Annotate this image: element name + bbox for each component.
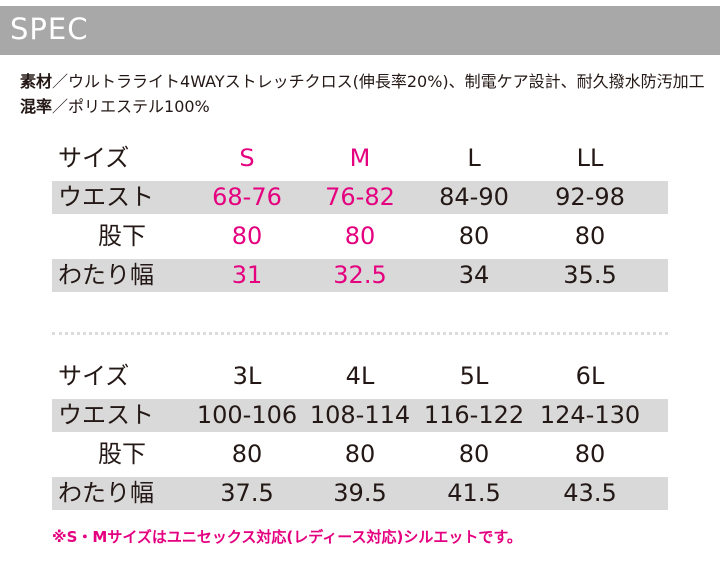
header-size-6l: 6L (575, 362, 605, 390)
table-cell: 92-98 (555, 183, 625, 211)
table-cell: 80 (344, 222, 376, 250)
material-label: 素材 (20, 72, 53, 91)
table-cell: 76-82 (325, 183, 395, 211)
table-cell: 32.5 (333, 261, 387, 289)
blend-value: ／ポリエステル100% (52, 97, 210, 116)
table-cell: 80 (344, 440, 376, 468)
table-row-inseam: 股下 80 80 80 80 (52, 220, 668, 253)
header-size-3l: 3L (232, 362, 262, 390)
table-cell: 37.5 (220, 479, 274, 507)
table-cell: 80 (231, 222, 263, 250)
header-size-label: サイズ (58, 362, 130, 390)
table-cell: 124-130 (539, 401, 641, 429)
table-cell: 68-76 (212, 183, 282, 211)
table-cell: 39.5 (333, 479, 387, 507)
table-cell: 116-122 (423, 401, 525, 429)
table-row-thigh: わたり幅 37.5 39.5 41.5 43.5 (52, 477, 668, 510)
header-size-ll: LL (576, 144, 604, 172)
row-label-waist: ウエスト (58, 401, 154, 429)
table-cell: 100-106 (196, 401, 298, 429)
material-value: ／ウルトラライト4WAYストレッチクロス(伸長率20%)、制電ケア設計、耐久撥水… (52, 72, 705, 91)
blend-label: 混率 (20, 97, 53, 116)
header-size-5l: 5L (459, 362, 489, 390)
table-cell: 34 (458, 261, 490, 289)
header-size-s: S (239, 144, 255, 172)
table-row-inseam: 股下 80 80 80 80 (52, 438, 668, 471)
table-row-waist: ウエスト 100-106 108-114 116-122 124-130 (52, 399, 668, 432)
row-label-inseam: 股下 (98, 222, 146, 250)
row-label-thigh: わたり幅 (58, 261, 154, 289)
table-cell: 80 (458, 440, 490, 468)
size-table-large: サイズ 3L 4L 5L 6L ウエスト 100-106 108-114 116… (52, 360, 668, 516)
header-size-l: L (467, 144, 481, 172)
header-size-m: M (349, 144, 371, 172)
table-cell: 35.5 (563, 261, 617, 289)
spec-header-bar: SPEC (0, 6, 720, 55)
row-label-thigh: わたり幅 (58, 479, 154, 507)
table-header-row: サイズ 3L 4L 5L 6L (52, 360, 668, 393)
table-cell: 43.5 (563, 479, 617, 507)
unisex-note: ※S・Mサイズはユニセックス対応(レディース対応)シルエットです。 (52, 528, 522, 546)
size-table-small: サイズ S M L LL ウエスト 68-76 76-82 84-90 92-9… (52, 142, 668, 298)
table-cell: 31 (231, 261, 263, 289)
table-cell: 80 (574, 440, 606, 468)
table-cell: 108-114 (309, 401, 411, 429)
table-cell: 41.5 (447, 479, 501, 507)
spec-title: SPEC (10, 12, 89, 46)
table-row-waist: ウエスト 68-76 76-82 84-90 92-98 (52, 181, 668, 214)
header-size-4l: 4L (345, 362, 375, 390)
table-cell: 80 (458, 222, 490, 250)
row-label-waist: ウエスト (58, 183, 154, 211)
dotted-divider (52, 332, 668, 335)
table-cell: 80 (574, 222, 606, 250)
header-size-label: サイズ (58, 144, 130, 172)
table-header-row: サイズ S M L LL (52, 142, 668, 175)
table-cell: 84-90 (439, 183, 509, 211)
table-row-thigh: わたり幅 31 32.5 34 35.5 (52, 259, 668, 292)
material-line: 素材／ウルトラライト4WAYストレッチクロス(伸長率20%)、制電ケア設計、耐久… (20, 68, 705, 92)
row-label-inseam: 股下 (98, 440, 146, 468)
blend-line: 混率／ポリエステル100% (20, 93, 210, 117)
table-cell: 80 (231, 440, 263, 468)
